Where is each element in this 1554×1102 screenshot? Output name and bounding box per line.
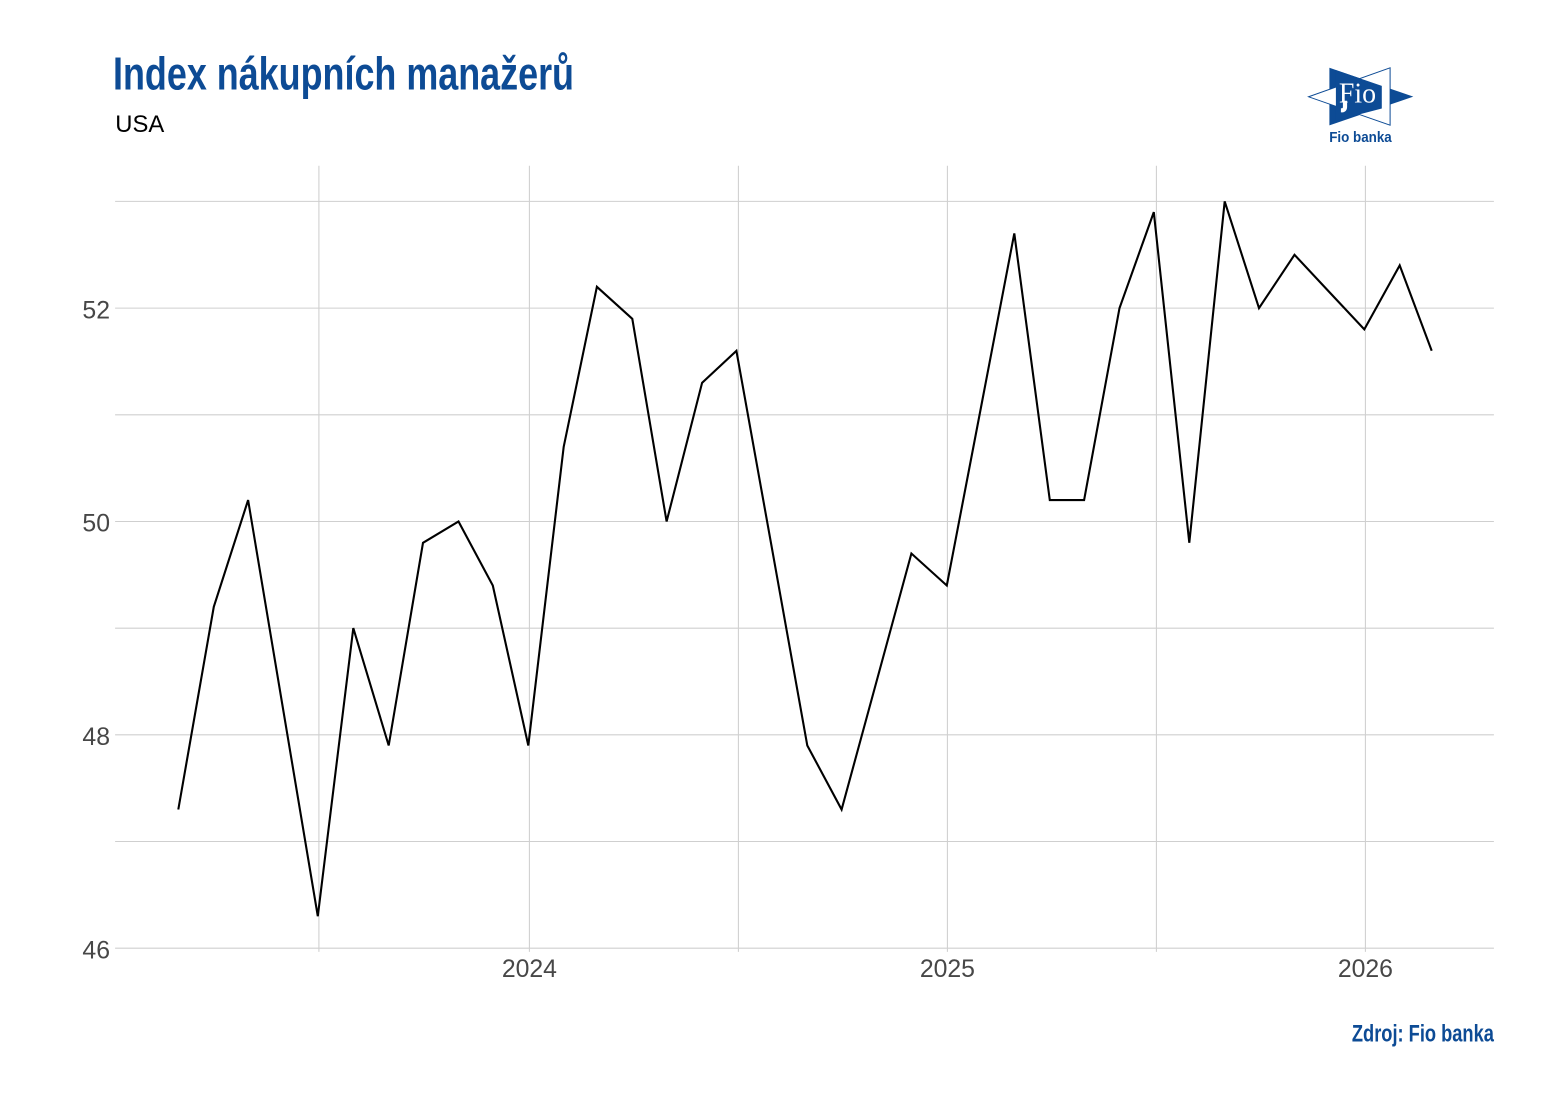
svg-text:2025: 2025: [920, 956, 975, 983]
svg-text:50: 50: [82, 511, 110, 538]
svg-text:Fio banka: Fio banka: [1329, 129, 1392, 146]
svg-text:2024: 2024: [502, 956, 557, 983]
svg-text:Index nákupních manažerů: Index nákupních manažerů: [113, 48, 574, 100]
svg-text:48: 48: [82, 724, 110, 751]
svg-text:USA: USA: [115, 111, 164, 138]
svg-text:46: 46: [82, 937, 110, 964]
svg-text:52: 52: [82, 297, 110, 324]
svg-text:Zdroj: Fio banka: Zdroj: Fio banka: [1352, 1021, 1495, 1047]
svg-text:2026: 2026: [1338, 956, 1393, 983]
